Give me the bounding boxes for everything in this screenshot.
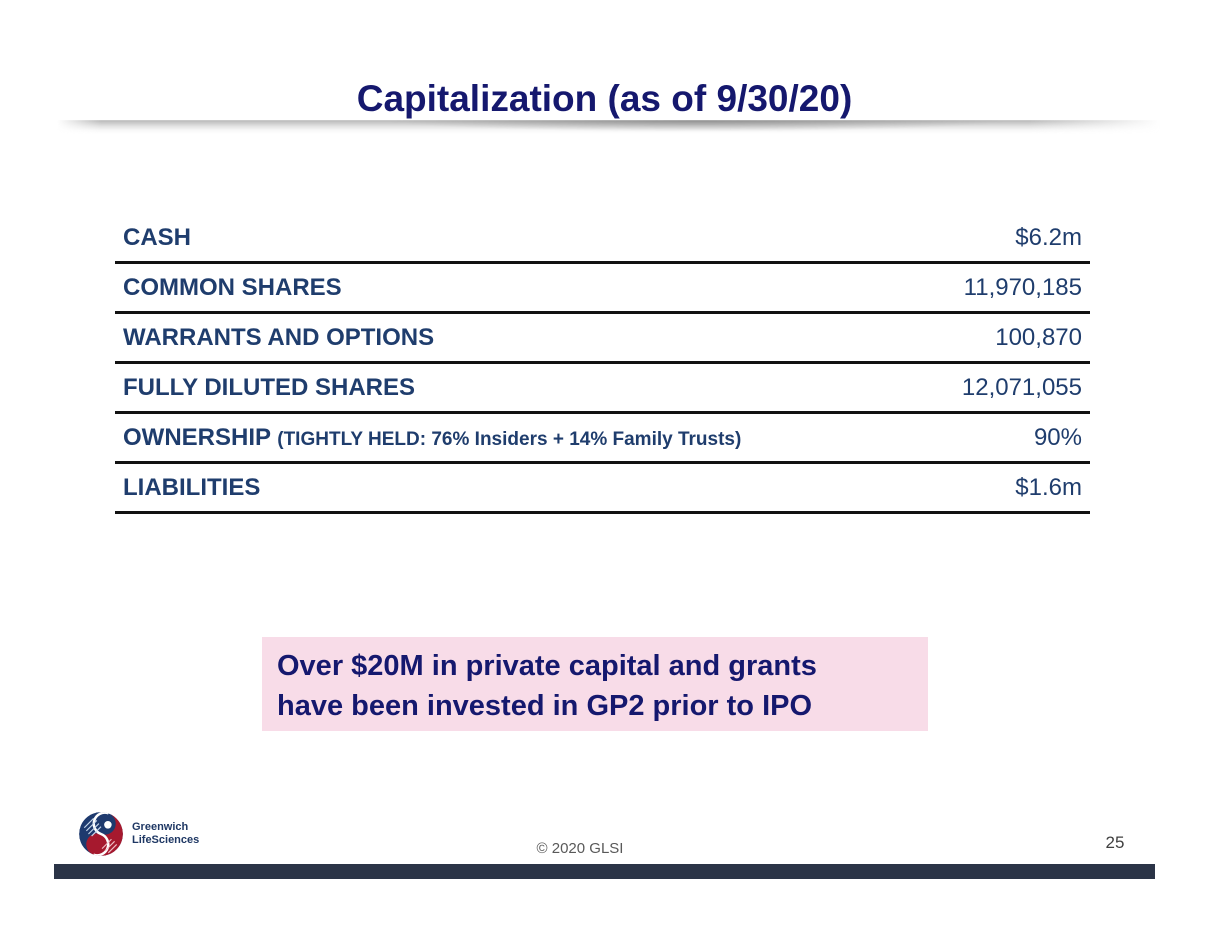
row-value: 12,071,055 <box>961 373 1082 401</box>
callout-line-1: Over $20M in private capital and grants <box>277 650 817 682</box>
row-value: 100,870 <box>995 323 1082 351</box>
row-label: FULLY DILUTED SHARES <box>123 373 416 401</box>
copyright-text: © 2020 GLSI <box>536 840 624 857</box>
row-label: CASH <box>123 223 192 251</box>
table-row: WARRANTS AND OPTIONS 100,870 <box>115 314 1090 364</box>
row-value: $1.6m <box>1015 473 1082 501</box>
bottom-accent-bar <box>54 864 1155 879</box>
row-label: WARRANTS AND OPTIONS <box>123 323 435 351</box>
company-name-line2: LifeSciences <box>132 834 200 846</box>
table-row: CASH $6.2m <box>115 214 1090 264</box>
row-value: 90% <box>1033 423 1082 451</box>
row-sublabel: (TIGHTLY HELD: 76% Insiders + 14% Family… <box>277 428 742 450</box>
company-name: Greenwich LifeSciences <box>132 821 199 847</box>
table-row: LIABILITIES $1.6m <box>115 464 1090 514</box>
page-title: Capitalization (as of 9/30/20) <box>356 78 853 119</box>
table-row: COMMON SHARES 11,970,185 <box>115 264 1090 314</box>
company-logo-icon <box>79 812 123 856</box>
callout-box: Over $20M in private capital and grants … <box>262 637 928 731</box>
company-logo: Greenwich LifeSciences <box>78 810 298 858</box>
row-label: LIABILITIES <box>123 473 261 501</box>
page-number: 25 <box>1105 833 1125 852</box>
callout-line-2: have been invested in GP2 prior to IPO <box>277 690 813 722</box>
row-value: $6.2m <box>1015 223 1082 251</box>
table-row: OWNERSHIP (TIGHTLY HELD: 76% Insiders + … <box>115 414 1090 464</box>
company-name-line1: Greenwich <box>132 821 189 833</box>
row-value: 11,970,185 <box>963 273 1082 301</box>
table-row: FULLY DILUTED SHARES 12,071,055 <box>115 364 1090 414</box>
title-divider-shadow <box>57 120 1161 134</box>
row-label: OWNERSHIP (TIGHTLY HELD: 76% Insiders + … <box>123 423 742 451</box>
capitalization-table: CASH $6.2m COMMON SHARES 11,970,185 WARR… <box>115 214 1090 514</box>
row-label: COMMON SHARES <box>123 273 342 301</box>
